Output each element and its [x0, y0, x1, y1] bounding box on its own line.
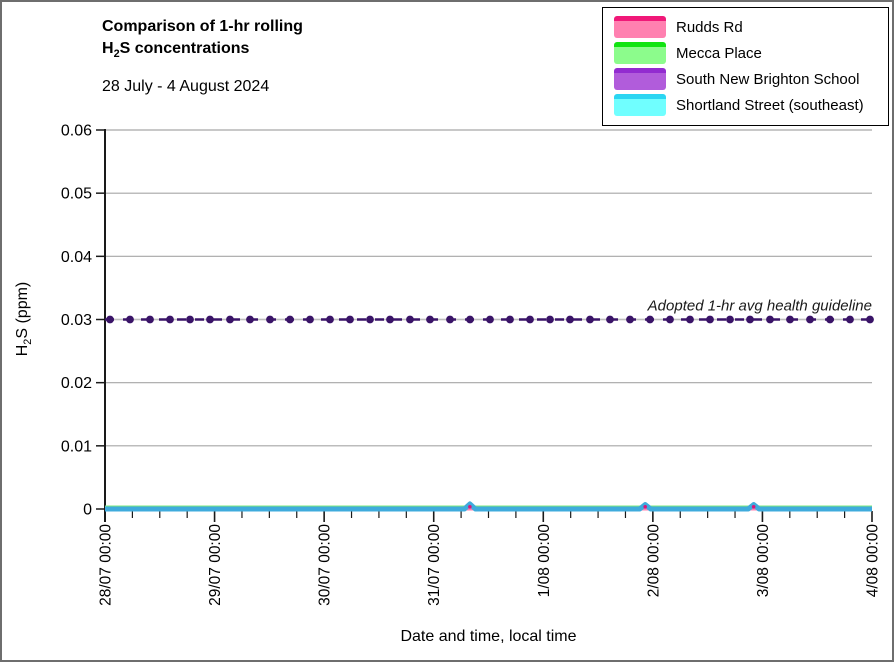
x-tick-label: 30/07 00:00 [317, 524, 334, 606]
legend-label: South New Brighton School [676, 70, 860, 88]
guideline-dot [366, 315, 374, 324]
series-rudds-rd-spike [468, 505, 472, 509]
legend-label: Mecca Place [676, 44, 762, 62]
guideline-dot [186, 315, 194, 324]
chart-title: Comparison of 1-hr rolling H2S concentra… [102, 16, 303, 98]
guideline-dot [546, 315, 554, 324]
guideline-dot [586, 315, 594, 324]
guideline-dot [706, 315, 714, 324]
guideline-dot [346, 315, 354, 324]
guideline-dot [686, 315, 694, 324]
guideline-dot [106, 315, 114, 324]
legend-item: South New Brighton School [614, 66, 888, 92]
legend-label: Shortland Street (southeast) [676, 96, 864, 114]
y-tick-label: 0.01 [61, 438, 92, 455]
guideline-dot [286, 315, 294, 324]
guideline-dot [666, 315, 674, 324]
guideline-dot [766, 315, 774, 324]
guideline-dot [846, 315, 854, 324]
legend-swatch-icon [614, 42, 666, 64]
guideline-dot [166, 315, 174, 324]
guideline-dot [606, 315, 614, 324]
guideline-dot [526, 315, 534, 324]
title-line-1: Comparison of 1-hr rolling [102, 18, 303, 35]
guideline-dot [246, 315, 254, 324]
guideline-dot [306, 315, 314, 324]
guideline-dot [266, 315, 274, 324]
y-axis-title: H2S (ppm) [14, 281, 35, 357]
legend: Rudds Rd Mecca Place South New Brighton Sc… [602, 7, 889, 126]
legend-swatch-icon [614, 68, 666, 90]
guideline-dot [446, 315, 454, 324]
y-tick-label: 0 [83, 502, 92, 519]
legend-item: Shortland Street (southeast) [614, 92, 888, 118]
guideline-dot [386, 315, 394, 324]
guideline-label: Adopted 1-hr avg health guideline [647, 298, 872, 315]
subtitle-date-range: 28 July - 4 August 2024 [102, 78, 270, 96]
x-tick-label: 3/08 00:00 [755, 524, 772, 598]
guideline-dot [126, 315, 134, 324]
x-tick-label: 2/08 00:00 [645, 524, 662, 598]
guideline-dot [746, 315, 754, 324]
guideline-dot [506, 315, 514, 324]
y-tick-label: 0.05 [61, 186, 92, 203]
legend-swatch-icon [614, 94, 666, 116]
guideline-dot [566, 315, 574, 324]
legend-item: Rudds Rd [614, 14, 888, 40]
series-rudds-rd-spike [751, 505, 756, 509]
x-tick-label: 4/08 00:00 [865, 524, 882, 598]
x-tick-label: 29/07 00:00 [207, 524, 224, 606]
guideline-dot [646, 315, 654, 324]
guideline-dot [146, 315, 154, 324]
series-shortland-street [105, 501, 872, 512]
y-tick-label: 0.04 [61, 249, 92, 266]
guideline-dot [626, 315, 634, 324]
legend-item: Mecca Place [614, 40, 888, 66]
title-line-2: H2S concentrations [102, 40, 250, 61]
guideline-dot [466, 315, 474, 324]
x-tick-label: 31/07 00:00 [426, 524, 443, 606]
guideline-dot [326, 315, 334, 324]
guideline-dot [726, 315, 734, 324]
guideline-dot [866, 315, 874, 324]
guideline-dot [206, 315, 214, 324]
guideline-dot [226, 315, 234, 324]
y-tick-label: 0.02 [61, 375, 92, 392]
x-tick-label: 1/08 00:00 [536, 524, 553, 598]
guideline-dot [426, 315, 434, 324]
series-rudds-rd-spike [643, 505, 647, 509]
x-axis-title: Date and time, local time [400, 628, 577, 645]
guideline-dot [786, 315, 794, 324]
guideline-dot [486, 315, 494, 324]
legend-swatch-icon [614, 16, 666, 38]
guideline-dot [406, 315, 414, 324]
y-tick-label: 0.06 [61, 123, 92, 140]
guideline-dot [806, 315, 814, 324]
legend-label: Rudds Rd [676, 18, 743, 36]
y-tick-label: 0.03 [61, 312, 92, 329]
x-tick-label: 28/07 00:00 [98, 524, 115, 606]
guideline-dot [826, 315, 834, 324]
